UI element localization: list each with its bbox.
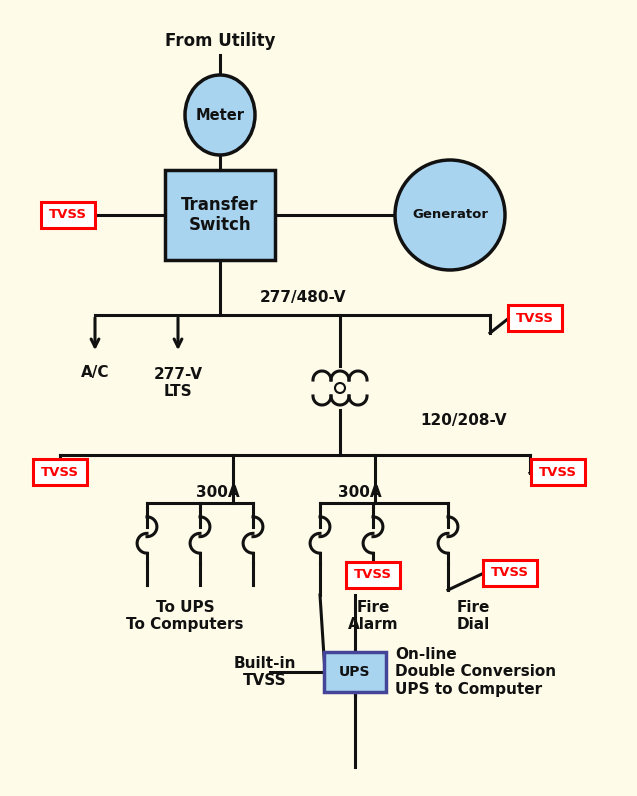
Ellipse shape: [185, 75, 255, 155]
Text: Transfer
Switch: Transfer Switch: [182, 196, 259, 234]
Text: UPS: UPS: [340, 665, 371, 679]
FancyBboxPatch shape: [531, 459, 585, 485]
Text: TVSS: TVSS: [49, 209, 87, 221]
Text: TVSS: TVSS: [539, 466, 577, 478]
Circle shape: [395, 160, 505, 270]
Text: Fire
Dial: Fire Dial: [456, 600, 490, 632]
FancyBboxPatch shape: [483, 560, 537, 586]
FancyBboxPatch shape: [346, 562, 400, 588]
Text: TVSS: TVSS: [354, 568, 392, 582]
Circle shape: [335, 383, 345, 393]
Text: 300A: 300A: [338, 485, 382, 500]
FancyBboxPatch shape: [33, 459, 87, 485]
Text: TVSS: TVSS: [516, 311, 554, 325]
Text: Generator: Generator: [412, 209, 488, 221]
Text: 277-V
LTS: 277-V LTS: [154, 367, 203, 400]
Text: Meter: Meter: [196, 107, 245, 123]
FancyBboxPatch shape: [508, 305, 562, 331]
Bar: [165, 170, 275, 260]
Text: Built-in
TVSS: Built-in TVSS: [234, 656, 296, 689]
FancyBboxPatch shape: [41, 202, 95, 228]
FancyBboxPatch shape: [324, 652, 386, 692]
Text: Fire
Alarm: Fire Alarm: [348, 600, 398, 632]
Text: 277/480-V: 277/480-V: [260, 290, 347, 305]
Text: 300A: 300A: [196, 485, 240, 500]
Text: A/C: A/C: [81, 365, 110, 380]
Text: To UPS
To Computers: To UPS To Computers: [126, 600, 244, 632]
Text: From Utility: From Utility: [165, 32, 275, 50]
Text: TVSS: TVSS: [491, 567, 529, 579]
Text: TVSS: TVSS: [41, 466, 79, 478]
Text: On-line
Double Conversion
UPS to Computer: On-line Double Conversion UPS to Compute…: [395, 647, 556, 697]
Text: 120/208-V: 120/208-V: [420, 413, 506, 428]
